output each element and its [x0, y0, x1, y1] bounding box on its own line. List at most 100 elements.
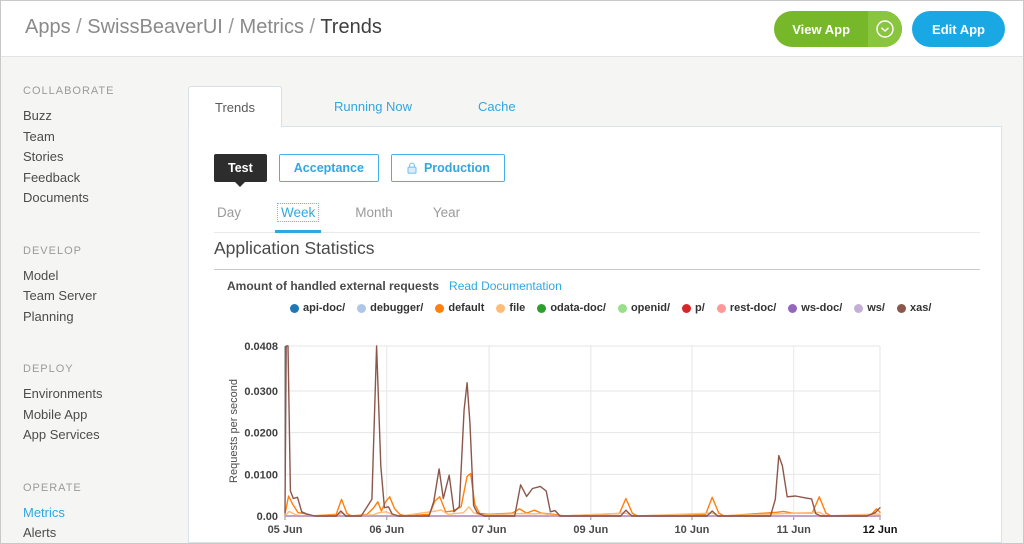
- sidebar-item-stories[interactable]: Stories: [23, 149, 64, 164]
- legend-dot-icon: [496, 303, 506, 313]
- legend-item-openid[interactable]: openid/: [617, 302, 671, 314]
- legend-label: rest-doc/: [729, 302, 777, 314]
- tab-running-now[interactable]: Running Now: [334, 99, 413, 114]
- sidebar-item-feedback[interactable]: Feedback: [23, 169, 81, 185]
- svg-text:12 Jun: 12 Jun: [863, 524, 898, 536]
- env-test-button[interactable]: Test: [214, 154, 267, 187]
- page-title: Application Statistics: [214, 238, 375, 258]
- sidebar-section-collaborate: COLLABORATE: [23, 85, 115, 97]
- chart-header: Amount of handled external requests Read…: [227, 279, 562, 293]
- env-production-button[interactable]: Production: [390, 154, 505, 182]
- period-selector: Day Week Month Year: [214, 203, 980, 233]
- svg-text:0.0200: 0.0200: [244, 428, 278, 440]
- sidebar-item-environments[interactable]: Environments: [23, 386, 103, 401]
- header-bar: AppsSwissBeaverUIMetricsTrends View App …: [1, 1, 1023, 57]
- legend-label: openid/: [630, 302, 671, 314]
- sidebar-section-deploy: DEPLOY: [23, 363, 74, 375]
- breadcrumb-metrics[interactable]: Metrics: [240, 16, 321, 38]
- legend-label: api-doc/: [303, 302, 346, 314]
- legend-item-xas[interactable]: xas/: [896, 302, 932, 314]
- breadcrumb-current: Trends: [320, 16, 382, 38]
- legend-item-ws[interactable]: ws/: [854, 302, 885, 314]
- edit-app-button[interactable]: Edit App: [912, 11, 1005, 47]
- sidebar-item-buzz[interactable]: Buzz: [23, 108, 52, 123]
- sidebar: COLLABORATE Buzz Team Stories Feedback D…: [1, 57, 188, 543]
- header-buttons: View App Edit App: [774, 11, 1005, 47]
- tab-trends[interactable]: Trends: [188, 86, 282, 127]
- chart-area: 0.00 0.0100 0.0200 0.0300 0.0408 05 Jun 06 Jun…: [224, 338, 904, 543]
- legend-item-ws-doc[interactable]: ws-doc/: [788, 302, 842, 314]
- legend-label: ws/: [867, 302, 885, 314]
- legend-label: odata-doc/: [550, 302, 606, 314]
- period-year[interactable]: Year: [432, 205, 461, 220]
- sidebar-section-develop: DEVELOP: [23, 244, 82, 257]
- legend-item-p[interactable]: p/: [682, 302, 705, 314]
- legend-dot-icon: [854, 303, 864, 313]
- sidebar-item-metrics[interactable]: Metrics: [23, 504, 65, 520]
- chevron-down-circle-icon: [876, 20, 894, 38]
- requests-line-chart: 0.00 0.0100 0.0200 0.0300 0.0408 05 Jun 06 Jun…: [228, 341, 898, 536]
- view-app-label[interactable]: View App: [792, 21, 851, 37]
- legend-item-debugger[interactable]: debugger/: [357, 302, 423, 314]
- legend-label: file: [509, 302, 526, 314]
- sidebar-item-planning[interactable]: Planning: [23, 308, 74, 324]
- legend-dot-icon: [788, 303, 798, 313]
- divider: [214, 269, 980, 270]
- breadcrumb-apps[interactable]: Apps: [25, 16, 87, 38]
- svg-text:0.00: 0.00: [257, 511, 278, 523]
- period-month[interactable]: Month: [355, 205, 393, 220]
- breadcrumb-app-name[interactable]: SwissBeaverUI: [87, 16, 239, 38]
- legend-dot-icon: [357, 303, 367, 313]
- svg-text:06 Jun: 06 Jun: [369, 524, 404, 536]
- svg-text:0.0300: 0.0300: [244, 386, 278, 398]
- sidebar-item-team[interactable]: Team: [23, 128, 55, 144]
- legend-item-api-doc[interactable]: api-doc/: [290, 302, 345, 314]
- legend-item-file[interactable]: file: [496, 302, 525, 314]
- legend-label: xas/: [909, 302, 932, 314]
- env-acceptance-button[interactable]: Acceptance: [278, 154, 379, 182]
- legend-label: p/: [695, 302, 705, 314]
- breadcrumb: AppsSwissBeaverUIMetricsTrends: [25, 16, 382, 39]
- legend-label: debugger/: [370, 302, 424, 314]
- view-app-button[interactable]: View App: [774, 11, 903, 47]
- chart-title: Amount of handled external requests: [227, 279, 440, 293]
- sidebar-item-documents[interactable]: Documents: [23, 190, 89, 205]
- sidebar-item-app-services[interactable]: App Services: [23, 427, 100, 442]
- sidebar-item-team-server[interactable]: Team Server: [23, 288, 97, 303]
- tab-cache[interactable]: Cache: [478, 99, 516, 114]
- period-day[interactable]: Day: [217, 205, 242, 220]
- legend-item-default[interactable]: default: [435, 302, 484, 314]
- svg-text:10 Jun: 10 Jun: [675, 524, 710, 536]
- sidebar-section-operate: OPERATE: [23, 481, 82, 494]
- legend-dot-icon: [537, 303, 547, 313]
- legend-dot-icon: [716, 303, 726, 313]
- chart-legend: api-doc/debugger/default file odata-doc/op…: [290, 302, 990, 314]
- sidebar-item-alerts[interactable]: Alerts: [23, 525, 57, 540]
- svg-text:09 Jun: 09 Jun: [573, 524, 608, 536]
- svg-text:11 Jun: 11 Jun: [777, 524, 812, 536]
- view-app-dropdown[interactable]: [868, 11, 903, 47]
- lock-icon: [407, 162, 417, 174]
- sidebar-item-model[interactable]: Model: [23, 267, 59, 283]
- svg-text:Requests per second: Requests per second: [228, 379, 240, 483]
- legend-dot-icon: [896, 303, 906, 313]
- legend-dot-icon: [290, 303, 299, 313]
- legend-dot-icon: [617, 303, 627, 313]
- legend-label: ws-doc/: [801, 302, 843, 314]
- tab-bar: Trends Running Now Cache: [188, 86, 516, 127]
- legend-dot-icon: [435, 303, 445, 313]
- legend-dot-icon: [682, 303, 692, 313]
- legend-item-odata-doc[interactable]: odata-doc/: [537, 302, 606, 314]
- svg-text:07 Jun: 07 Jun: [472, 524, 507, 536]
- read-documentation-link[interactable]: Read Documentation: [449, 279, 562, 293]
- env-production-label: Production: [423, 161, 490, 175]
- period-week[interactable]: Week: [274, 203, 322, 233]
- content-panel: Test Acceptance Production Day Week Mont…: [188, 126, 1002, 543]
- svg-text:0.0100: 0.0100: [244, 469, 278, 481]
- sidebar-item-mobile-app[interactable]: Mobile App: [23, 406, 88, 422]
- svg-text:05 Jun: 05 Jun: [268, 524, 303, 536]
- legend-label: default: [448, 302, 485, 314]
- svg-text:0.0408: 0.0408: [244, 341, 278, 353]
- legend-item-rest-doc[interactable]: rest-doc/: [716, 302, 777, 314]
